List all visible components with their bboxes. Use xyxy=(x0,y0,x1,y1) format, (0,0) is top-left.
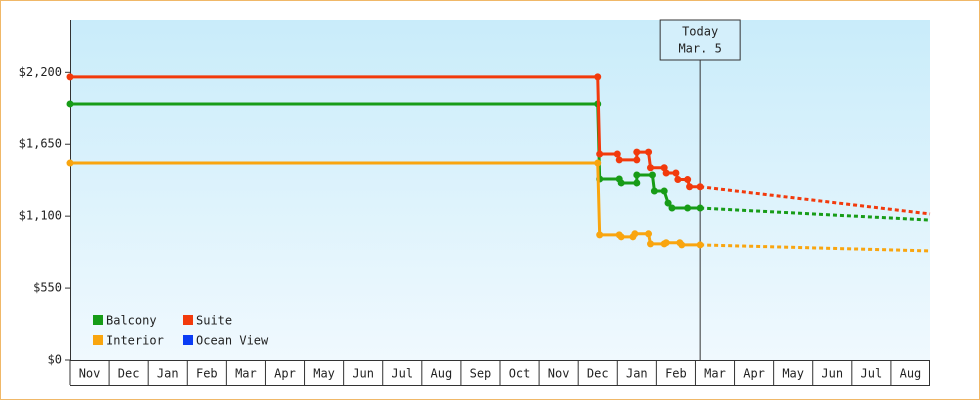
price-point xyxy=(66,100,74,108)
price-point xyxy=(660,187,668,195)
legend-label: Suite xyxy=(196,314,232,328)
x-tick-label: Nov xyxy=(548,367,570,381)
x-tick-label: Apr xyxy=(743,367,765,381)
price-point xyxy=(645,230,653,238)
legend-swatch xyxy=(93,335,103,345)
x-tick-label: May xyxy=(313,367,335,381)
x-tick-label: Aug xyxy=(431,367,453,381)
x-tick-label: Apr xyxy=(274,367,296,381)
price-point xyxy=(662,169,670,177)
x-tick-label: Dec xyxy=(587,367,609,381)
price-point xyxy=(615,156,623,164)
price-point xyxy=(596,231,604,239)
legend-label: Interior xyxy=(106,334,164,348)
legend-swatch xyxy=(183,335,193,345)
forecast-line xyxy=(700,243,931,253)
price-point xyxy=(617,233,625,241)
x-tick-label: Jun xyxy=(821,367,843,381)
price-point xyxy=(633,179,641,187)
price-point xyxy=(645,148,653,156)
y-tick-label: $0 xyxy=(48,353,62,367)
today-label: Today xyxy=(682,25,718,39)
x-tick-label: Jan xyxy=(626,367,648,381)
price-point xyxy=(633,171,641,179)
x-tick-label: Jul xyxy=(861,367,883,381)
y-tick-label: $550 xyxy=(33,281,62,295)
forecast-line xyxy=(699,185,931,216)
y-tick-label: $1,650 xyxy=(19,137,62,151)
price-point xyxy=(672,169,680,177)
price-point xyxy=(664,199,672,207)
price-point xyxy=(647,240,654,248)
price-point xyxy=(633,156,641,164)
price-point xyxy=(613,150,621,158)
price-point xyxy=(684,176,692,184)
legend-swatch xyxy=(93,315,103,325)
price-line xyxy=(70,75,701,189)
y-tick-label: $1,100 xyxy=(19,209,62,223)
price-point xyxy=(668,204,676,212)
legend-label: Ocean View xyxy=(196,334,269,348)
today-label: Mar. 5 xyxy=(678,42,721,56)
price-point xyxy=(66,73,74,81)
price-point xyxy=(686,183,694,191)
y-tick-label: $2,200 xyxy=(19,65,62,79)
x-tick-label: Mar xyxy=(704,367,726,381)
price-point xyxy=(674,176,682,184)
x-tick-label: Sep xyxy=(470,367,492,381)
price-point xyxy=(662,239,670,247)
x-tick-label: Dec xyxy=(118,367,140,381)
x-tick-label: Oct xyxy=(509,367,531,381)
price-point xyxy=(66,159,74,167)
price-point xyxy=(594,159,602,167)
forecast-line xyxy=(700,206,931,222)
x-tick-label: Aug xyxy=(900,367,922,381)
x-tick-label: Mar xyxy=(235,367,257,381)
plot-area xyxy=(70,20,930,360)
x-tick-label: Jan xyxy=(157,367,179,381)
price-point xyxy=(648,171,656,179)
x-tick-label: Feb xyxy=(196,367,218,381)
x-tick-label: Nov xyxy=(79,367,101,381)
legend-label: Balcony xyxy=(106,314,157,328)
price-point xyxy=(617,179,625,187)
price-point xyxy=(647,164,654,172)
price-point xyxy=(684,204,692,212)
price-point xyxy=(631,230,639,238)
price-point xyxy=(650,187,658,195)
x-tick-label: Jun xyxy=(352,367,374,381)
price-point xyxy=(633,148,641,156)
today-box xyxy=(659,19,741,61)
x-tick-label: May xyxy=(782,367,804,381)
legend-swatch xyxy=(183,315,193,325)
x-tick-label: Jul xyxy=(391,367,413,381)
price-point xyxy=(594,73,602,81)
price-point xyxy=(596,150,604,158)
price-point xyxy=(678,241,686,249)
x-tick-label: Feb xyxy=(665,367,687,381)
